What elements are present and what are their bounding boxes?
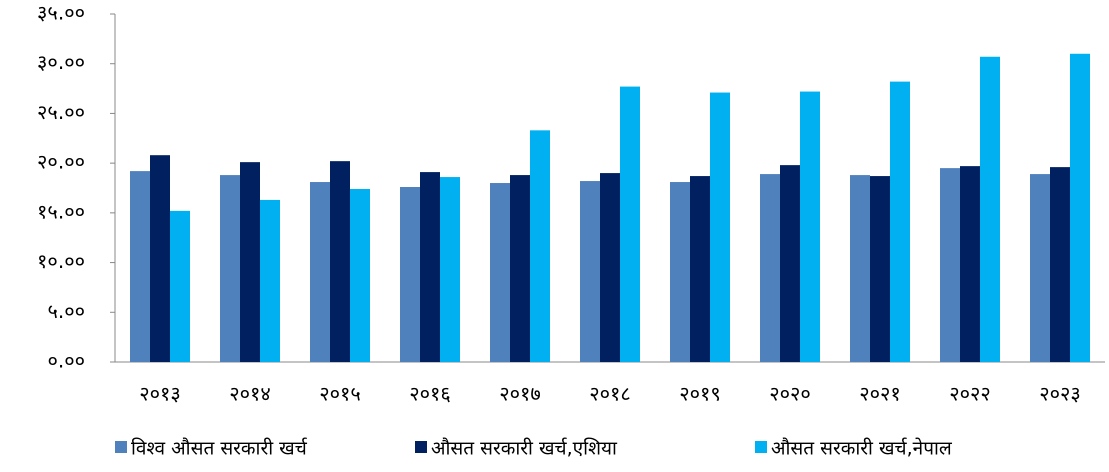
bar: [710, 92, 730, 362]
bar: [850, 175, 870, 362]
bar: [310, 182, 330, 362]
bar: [260, 199, 280, 362]
x-tick-label: २०२३: [1039, 382, 1081, 406]
bar: [780, 165, 800, 362]
bar: [760, 174, 780, 362]
x-tick-label: २०२२: [949, 382, 991, 406]
bar: [1050, 167, 1070, 362]
bar: [580, 181, 600, 362]
x-tick-label: २०१४: [229, 382, 271, 406]
bar: [870, 176, 890, 362]
x-tick-label: २०१३: [139, 382, 181, 406]
bar: [510, 175, 530, 362]
bar: [670, 182, 690, 362]
legend-label: विश्व औसत सरकारी खर्च: [131, 437, 308, 460]
bar: [330, 161, 350, 362]
bar: [130, 171, 150, 362]
bar: [170, 210, 190, 362]
y-tick-label: ३०.००: [37, 50, 85, 74]
bar: [440, 177, 460, 362]
y-tick-label: ५.००: [47, 299, 85, 323]
bar: [940, 168, 960, 362]
legend-swatch: [415, 441, 427, 453]
x-tick-label: २०२०: [769, 382, 811, 406]
bar: [980, 56, 1000, 363]
bar: [350, 188, 370, 362]
y-tick-label: २०.००: [37, 150, 85, 174]
bar: [1070, 53, 1090, 363]
bar: [420, 172, 440, 362]
bar: [960, 166, 980, 362]
y-tick-label: २५.००: [37, 100, 85, 124]
bar: [240, 162, 260, 362]
legend-label: औसत सरकारी खर्च,नेपाल: [771, 437, 953, 460]
y-tick-label: १०.००: [37, 249, 85, 273]
bar: [600, 173, 620, 362]
bar: [150, 155, 170, 362]
y-tick-label: १५.००: [37, 199, 85, 223]
y-tick-label: ३५.००: [37, 1, 85, 25]
x-tick-label: २०२१: [859, 382, 901, 406]
bar: [400, 187, 420, 362]
bar: [620, 86, 640, 362]
legend-swatch: [755, 441, 767, 453]
legend-swatch: [115, 441, 127, 453]
bar: [800, 91, 820, 362]
bar: [490, 183, 510, 362]
bar: [890, 81, 910, 363]
y-tick-label: ०.००: [47, 349, 85, 373]
x-tick-label: २०१६: [409, 382, 451, 406]
x-tick-label: २०१७: [499, 382, 541, 406]
x-tick-label: २०१५: [319, 382, 361, 406]
x-tick-label: २०१८: [589, 382, 631, 406]
bar: [690, 176, 710, 362]
bar: [1030, 174, 1050, 362]
bar: [530, 130, 550, 362]
legend-label: औसत सरकारी खर्च,एशिया: [431, 437, 618, 460]
bar: [220, 175, 240, 362]
x-tick-label: २०१९: [679, 382, 721, 406]
